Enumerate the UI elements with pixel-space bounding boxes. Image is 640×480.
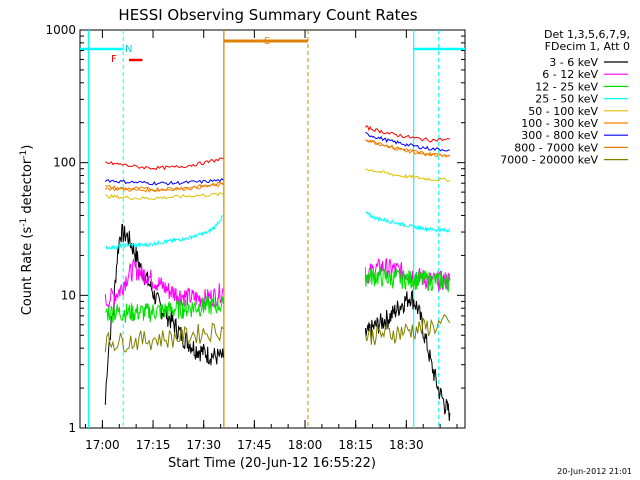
legend-label: 50 - 100 keV [528, 105, 598, 118]
x-tick-label: 18:30 [389, 438, 424, 452]
y-axis-label-part2: detector [20, 158, 35, 218]
legend-label: 12 - 25 keV [535, 80, 598, 93]
x-axis-ticks: 17:00 17:15 17:30 17:45 18:00 18:15 18:30 [85, 30, 458, 452]
legend: Det 1,3,5,6,7,9, FDecim 1, Att 0 3 - 6 k… [500, 28, 630, 167]
flag-label-f: F [111, 54, 117, 65]
x-tick-label: 17:00 [85, 438, 120, 452]
flag-label-s: S [264, 36, 270, 47]
y-tick-label: 1 [68, 421, 76, 435]
y-axis-label-part1: Count Rate (s [20, 227, 35, 316]
series-line-7-1 [365, 139, 450, 158]
x-tick-label: 18:15 [338, 438, 373, 452]
series-line-9-1 [365, 125, 451, 143]
series-line-5-1 [365, 139, 450, 158]
y-axis-label: Count Rate (s-1 detector-1) [19, 145, 35, 316]
y-axis-label-part3: ) [20, 145, 35, 150]
series-line-6-0 [104, 177, 224, 186]
x-axis-label: Start Time (20-Jun-12 16:55:22) [168, 456, 376, 471]
series-line-0-1 [364, 289, 451, 422]
series-line-8-0 [104, 322, 224, 353]
x-tick-label: 17:30 [186, 438, 221, 452]
series-line-2-1 [364, 265, 451, 292]
series-line-9-0 [105, 157, 224, 171]
x-tick-label: 17:45 [237, 438, 272, 452]
y-axis-ticks: 1 10 100 1000 [45, 23, 465, 435]
plot-frame [79, 29, 466, 429]
chart-title: HESSI Observing Summary Count Rates [118, 6, 417, 24]
flag-label-n: N [125, 44, 132, 55]
series-line-5-0 [104, 182, 224, 193]
y-axis-label-sup1: -1 [19, 218, 29, 227]
observing-bands [80, 30, 465, 428]
legend-header-line1: Det 1,3,5,6,7,9, [544, 28, 630, 41]
legend-label: 7000 - 20000 keV [500, 154, 598, 167]
legend-label: 100 - 300 keV [521, 117, 598, 130]
y-tick-label: 10 [61, 288, 76, 302]
legend-label: 800 - 7000 keV [514, 141, 598, 154]
series-line-3-0 [105, 215, 224, 251]
legend-label: 3 - 6 keV [549, 56, 598, 69]
series-layer [104, 125, 451, 422]
legend-header-line2: FDecim 1, Att 0 [545, 40, 630, 53]
series-line-7-0 [105, 181, 224, 192]
series-line-2-0 [104, 294, 224, 323]
x-tick-label: 18:00 [288, 438, 323, 452]
series-line-3-1 [365, 211, 451, 233]
flag-layer: S NF [111, 36, 270, 65]
y-tick-label: 100 [53, 156, 76, 170]
y-axis-label-sup2: -1 [19, 150, 29, 159]
legend-label: 300 - 800 keV [521, 129, 598, 142]
legend-label: 25 - 50 keV [535, 93, 598, 106]
timestamp: 20-Jun-2012 21:01 [557, 467, 632, 476]
series-line-6-1 [365, 131, 450, 152]
series-line-4-0 [105, 191, 224, 201]
series-line-8-1 [364, 314, 451, 346]
x-tick-label: 17:15 [136, 438, 171, 452]
y-tick-label: 1000 [45, 23, 76, 37]
legend-label: 6 - 12 keV [542, 68, 598, 81]
series-line-4-1 [365, 168, 451, 183]
